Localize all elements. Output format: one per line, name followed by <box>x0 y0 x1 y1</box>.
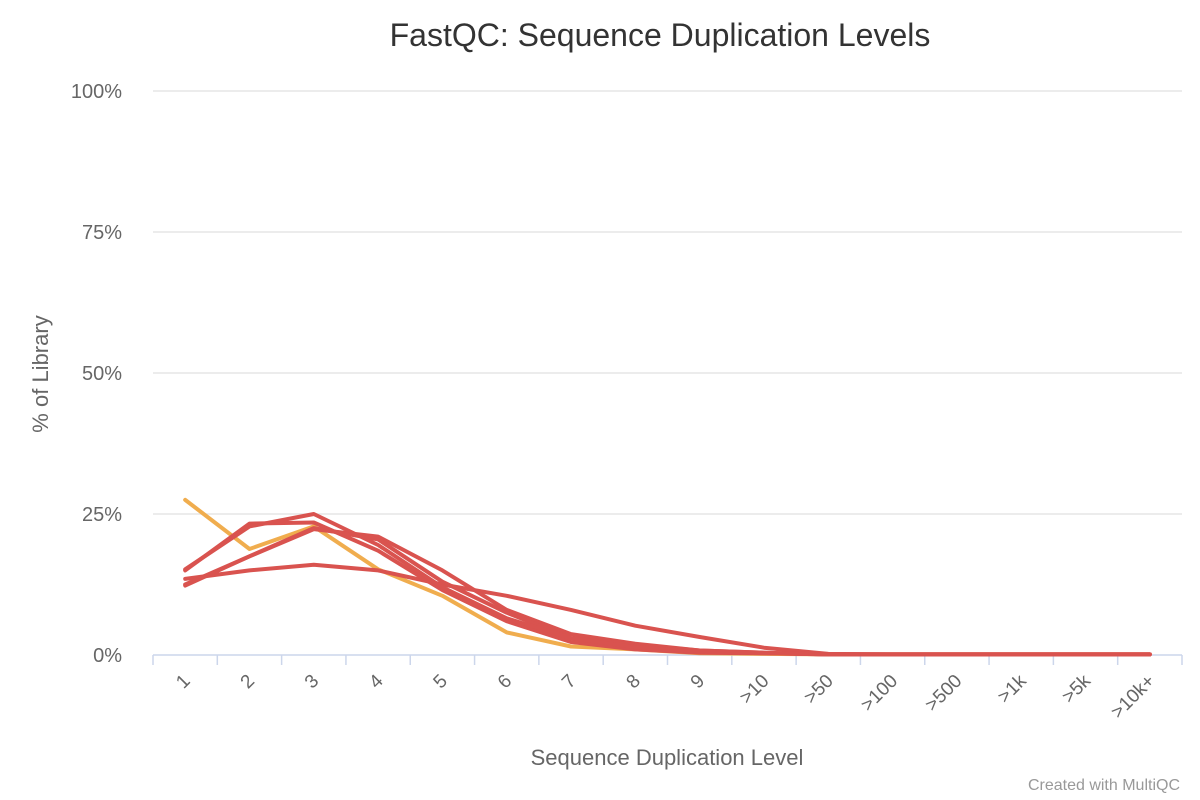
y-tick-label: 50% <box>82 363 122 385</box>
multiqc-credit[interactable]: Created with MultiQC <box>1028 777 1180 794</box>
series-line-2[interactable] <box>183 562 1152 657</box>
series-line-4[interactable] <box>183 520 1152 657</box>
x-tick-label: 8 <box>623 671 645 693</box>
x-tick-label: >5k <box>1058 670 1095 707</box>
gridlines <box>153 90 1182 515</box>
x-tick-label: >10 <box>736 671 774 709</box>
y-tick-label: 100% <box>71 81 122 103</box>
x-tick-label: 3 <box>301 671 323 693</box>
y-tick-label: 0% <box>93 645 122 667</box>
x-tick-label: >100 <box>857 671 902 716</box>
x-axis-label: Sequence Duplication Level <box>531 745 804 770</box>
y-axis-label: % of Library <box>28 315 53 432</box>
x-tick-label: 7 <box>558 671 580 693</box>
y-tick-label: 75% <box>82 222 122 244</box>
x-tick-label: >500 <box>921 671 966 716</box>
x-tick-label: >10k+ <box>1107 671 1159 723</box>
x-tick-label: 4 <box>365 670 388 693</box>
chart-title: FastQC: Sequence Duplication Levels <box>390 17 931 53</box>
x-tick-label: >1k <box>994 670 1031 707</box>
x-tick-label: 5 <box>430 671 452 693</box>
y-axis-ticks: 0% 25% 50% 75% 100% <box>71 81 122 667</box>
x-tick-label: >50 <box>800 671 838 709</box>
x-tick-label: 1 <box>172 671 194 693</box>
series-lines <box>183 497 1152 657</box>
x-tick-label: 6 <box>494 671 516 693</box>
series-line-5[interactable] <box>183 526 1152 657</box>
x-tick-label: 9 <box>687 671 709 693</box>
series-line-3[interactable] <box>183 527 1152 657</box>
series-line-6[interactable] <box>183 512 1152 657</box>
y-tick-label: 25% <box>82 504 122 526</box>
x-tick-label: 2 <box>237 671 259 693</box>
x-axis-ticks: 1 2 3 4 5 6 7 8 9 >10 >50 >100 >500 >1k >5k >10k+ <box>152 655 1183 723</box>
